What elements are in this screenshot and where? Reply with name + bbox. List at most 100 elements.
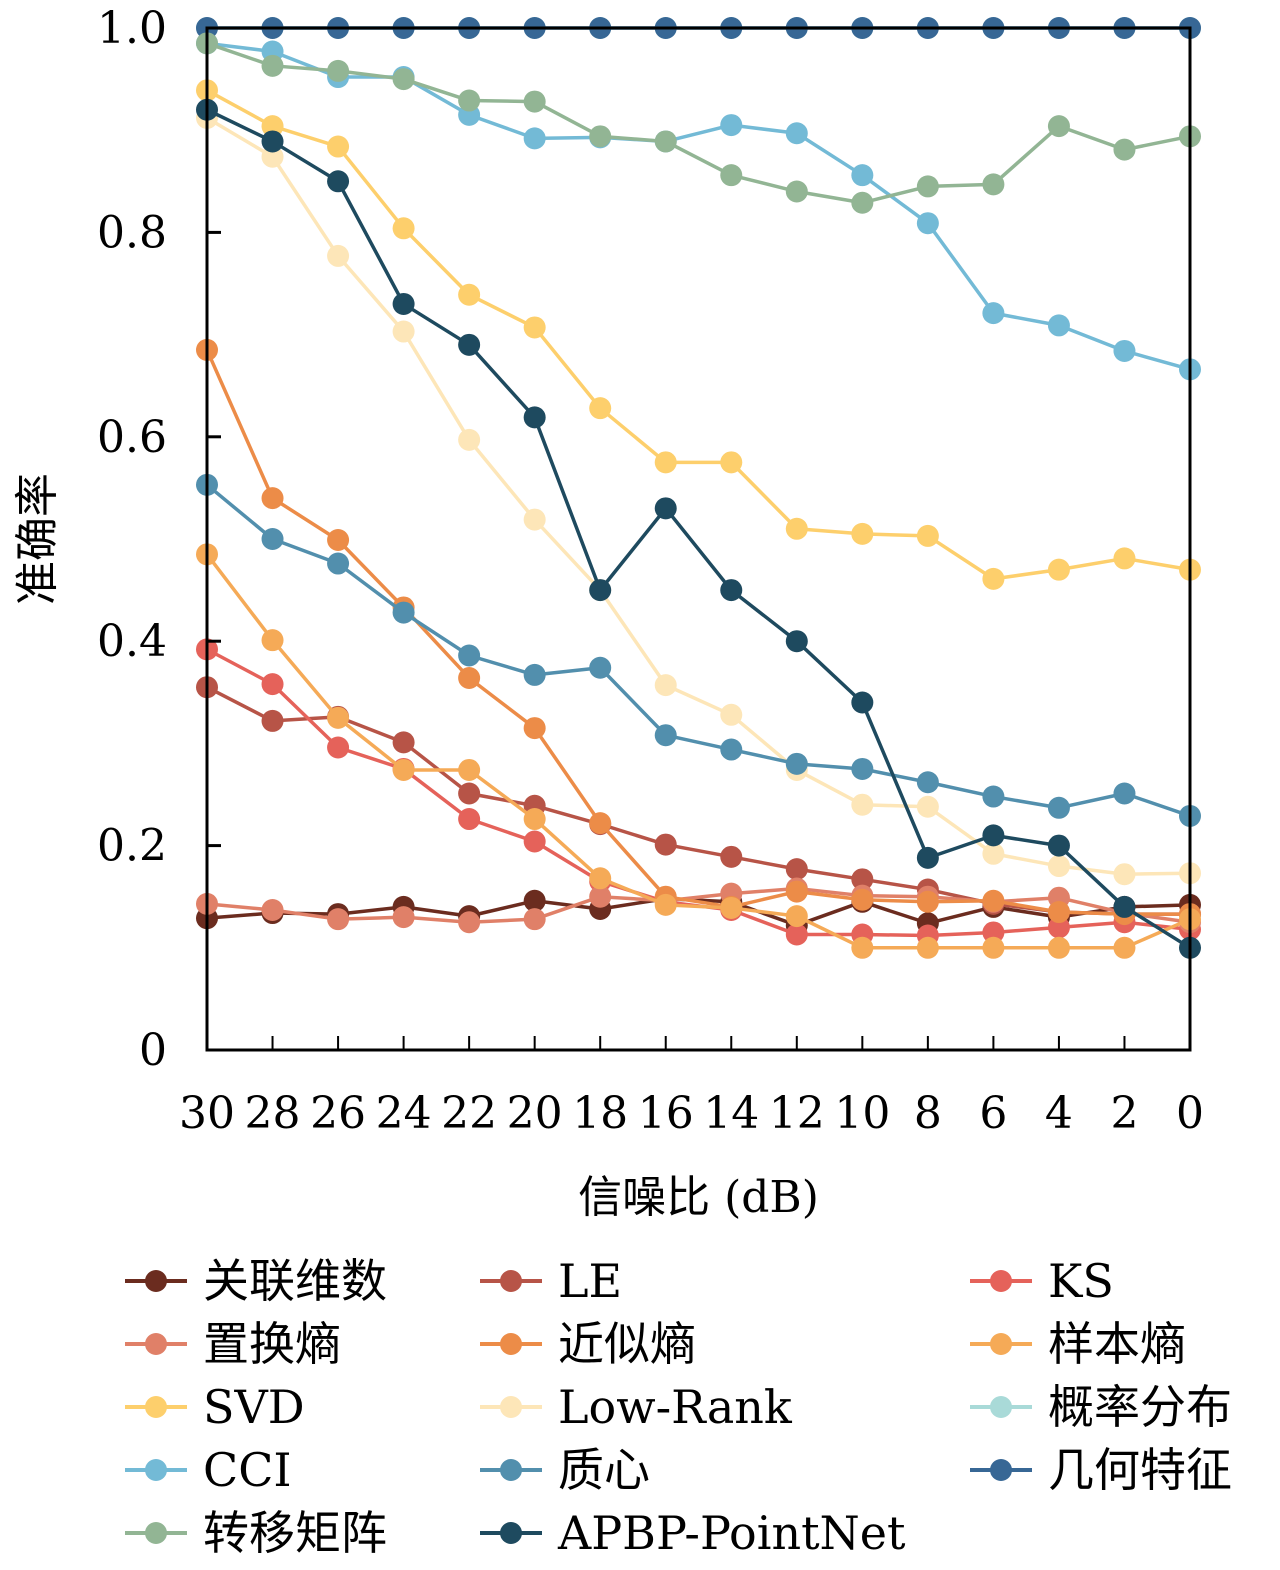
line-chart: 00.20.40.60.81.030 28 26 24 22 20 18 16 14 12 10 8 6… [12,3,1204,1223]
data-point [982,173,1005,196]
data-point [851,522,874,545]
data-point [851,164,874,187]
data-point [523,90,546,113]
data-point [851,191,874,214]
data-point [720,579,743,602]
legend-label: SVD [203,1380,305,1434]
data-point [982,824,1005,847]
data-point [523,508,546,531]
series-4 [196,338,1201,926]
data-point [851,691,874,714]
data-point [1047,855,1070,878]
data-point [327,135,350,158]
legend-item: 质心 [480,1439,650,1501]
series-9 [196,32,1201,381]
legend-label: 置换熵 [203,1317,341,1371]
data-point [392,292,415,315]
data-point [1047,901,1070,924]
data-point [916,524,939,547]
data-point [392,731,415,754]
data-point [261,898,284,921]
data-point [458,758,481,781]
x-axis-title: 信噪比 (dB) [578,1172,819,1223]
legend-marker-icon [125,1455,187,1485]
data-point [458,666,481,689]
data-point [392,758,415,781]
data-point [327,736,350,759]
axis-ticks: 00.20.40.60.81.030 28 26 24 22 20 18 16 14 12 10 8 6… [97,3,1204,1139]
legend-label: KS [1048,1254,1114,1308]
legend-marker-icon [125,1266,187,1296]
data-point [851,888,874,911]
data-point [458,89,481,112]
data-point [916,212,939,235]
data-point [261,487,284,510]
series-line [205,349,1190,916]
data-point [916,771,939,794]
data-point [851,757,874,780]
data-point [392,320,415,343]
series-line [206,685,1190,916]
legend-label: Low-Rank [558,1380,792,1434]
data-point [654,674,677,697]
series-12 [196,32,1201,214]
data-point [589,125,612,148]
series-5 [196,543,1201,959]
data-point [1047,916,1070,939]
data-point [916,846,939,869]
x-tick-label: 24 [376,1088,432,1139]
data-point [785,630,808,653]
data-point [523,908,546,931]
data-point [327,244,350,267]
data-point [982,921,1005,944]
legend-item: 近似熵 [480,1313,696,1375]
data-point [654,497,677,520]
data-point [1113,895,1136,918]
series-line [206,116,1191,876]
data-point [720,451,743,474]
data-point [1047,936,1070,959]
legend-item: KS [970,1250,1114,1312]
data-point [1047,834,1070,857]
legend-marker-icon [480,1329,542,1359]
legend-item: 几何特征 [970,1439,1232,1501]
data-point [654,893,677,916]
data-point [916,890,939,913]
data-point [982,889,1005,912]
data-point [785,905,808,928]
y-tick-label: 1.0 [97,3,167,54]
data-point [654,451,677,474]
data-point [654,130,677,153]
data-point [785,122,808,145]
legend-item: 概率分布 [970,1376,1232,1438]
series-line [206,41,1191,205]
data-point [523,889,546,912]
legend-label: 概率分布 [1048,1380,1232,1434]
series-line [206,886,1191,924]
legend-item: 样本熵 [970,1313,1186,1375]
legend-item: APBP-PointNet [480,1502,906,1564]
data-point [261,54,284,77]
data-point [1047,796,1070,819]
legend-item: 转移矩阵 [125,1502,387,1564]
data-point [720,738,743,761]
y-tick-label: 0.2 [97,821,167,872]
data-point [982,567,1005,590]
legend-marker-icon [480,1392,542,1422]
legend-item: 关联维数 [125,1250,387,1312]
data-point [1113,547,1136,570]
data-point [1047,314,1070,337]
plot-frame [205,26,1192,1052]
data-point [785,180,808,203]
data-point [982,302,1005,325]
legend-label: 质心 [558,1443,650,1497]
data-point [523,406,546,429]
x-tick-label: 14 [703,1088,759,1139]
x-tick-label: 30 [179,1088,235,1139]
legend-label: CCI [203,1443,292,1497]
data-point [785,880,808,903]
data-point [589,867,612,890]
data-point [523,316,546,339]
legend-marker-icon [970,1266,1032,1296]
legend-marker-icon [970,1329,1032,1359]
